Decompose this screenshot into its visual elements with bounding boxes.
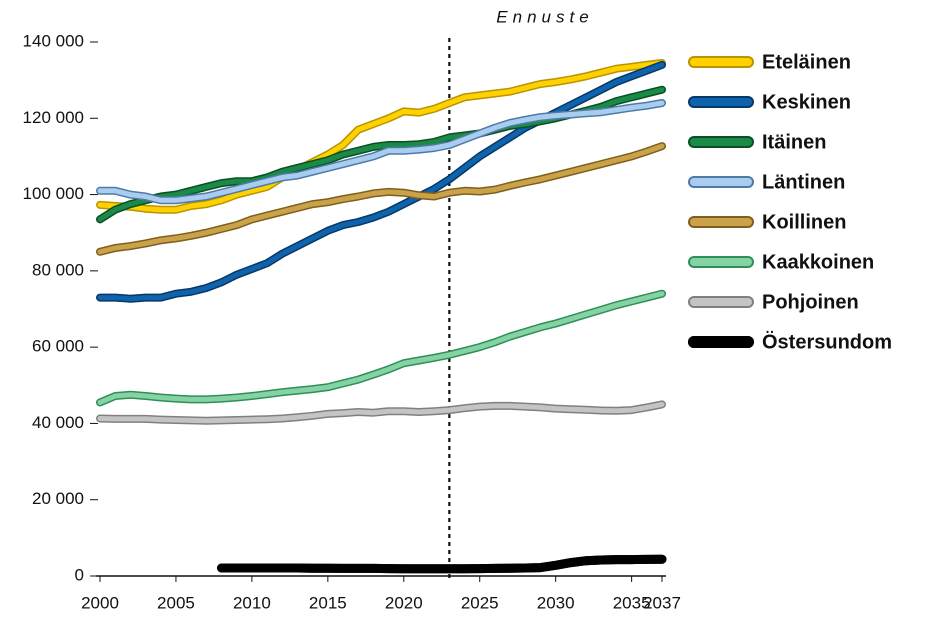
legend-label: Östersundom [762, 330, 892, 353]
line [217, 554, 667, 574]
y-tick-label: 0 [75, 565, 84, 584]
y-tick-label: 100 000 [23, 184, 84, 203]
y-tick-label: 120 000 [23, 108, 84, 127]
x-tick-label: 2015 [309, 593, 347, 612]
legend-label: Läntinen [762, 171, 845, 193]
x-tick-label: 2030 [537, 593, 575, 612]
line [97, 62, 665, 302]
legend-label: Koillinen [762, 211, 846, 233]
line [97, 401, 665, 424]
x-tick-label: 2037 [643, 593, 681, 612]
y-tick-label: 80 000 [32, 260, 84, 279]
x-tick-label: 2005 [157, 593, 195, 612]
x-tick-label: 2025 [461, 593, 499, 612]
legend-label: Keskinen [762, 91, 851, 113]
x-tick-label: 2010 [233, 593, 271, 612]
legend-label: Kaakkoinen [762, 251, 874, 273]
forecast-annotation: Ennuste [496, 7, 593, 26]
line-outline [96, 289, 666, 407]
legend-label: Eteläinen [762, 51, 851, 73]
y-tick-label: 140 000 [23, 31, 84, 50]
x-tick-label: 2000 [81, 593, 119, 612]
line-outline [96, 59, 666, 214]
y-tick-label: 60 000 [32, 337, 84, 356]
line [97, 291, 665, 405]
line [97, 100, 665, 203]
line [97, 143, 665, 255]
x-tick-label: 2020 [385, 593, 423, 612]
legend-label: Itäinen [762, 131, 826, 153]
x-tick-label: 2035 [613, 593, 651, 612]
legend-label: Pohjoinen [762, 291, 859, 313]
y-tick-label: 40 000 [32, 413, 84, 432]
y-tick-label: 20 000 [32, 489, 84, 508]
line [97, 60, 665, 213]
